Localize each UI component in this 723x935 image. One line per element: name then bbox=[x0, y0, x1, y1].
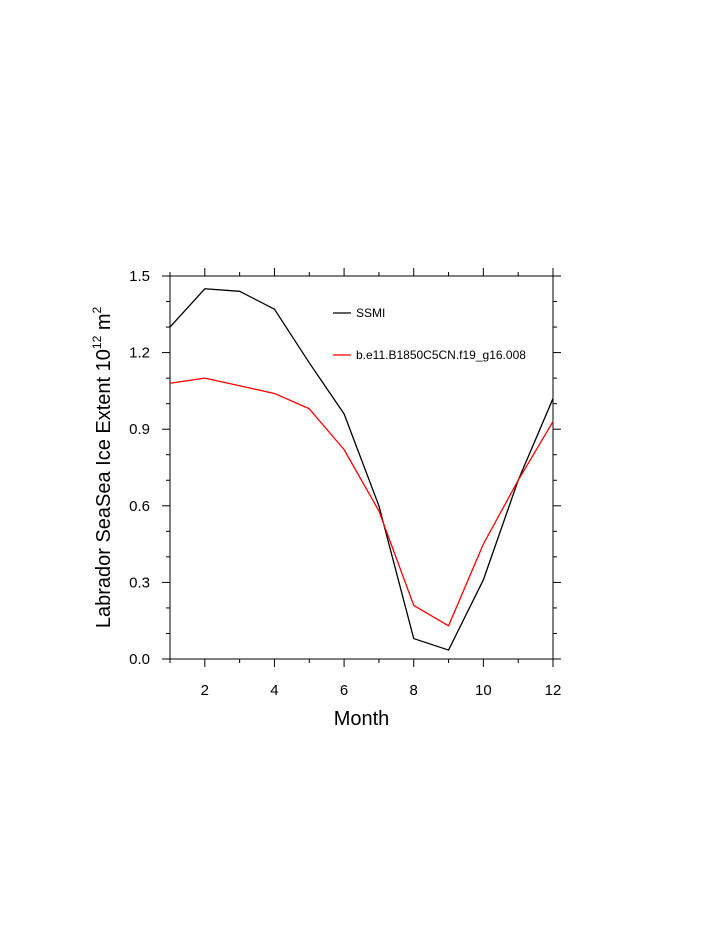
x-tick-label: 12 bbox=[545, 682, 562, 699]
y-tick-label: 1.2 bbox=[129, 345, 150, 362]
y-tick-label: 1.5 bbox=[129, 268, 150, 285]
x-tick-label: 8 bbox=[410, 682, 418, 699]
legend-label: SSMI bbox=[356, 306, 385, 320]
x-tick-labels: 2 4 6 8 10 12 bbox=[201, 682, 562, 699]
y-axis-title-unit: m bbox=[93, 314, 115, 336]
plot-frame bbox=[169, 275, 554, 660]
y-axis-title-exponent: 12 bbox=[90, 335, 104, 349]
series-lines bbox=[169, 288, 554, 651]
series-line bbox=[169, 288, 554, 651]
x-tick-label: 6 bbox=[340, 682, 348, 699]
legend-label: b.e11.B1850C5CN.f19_g16.008 bbox=[356, 348, 526, 362]
x-tick-label: 10 bbox=[475, 682, 492, 699]
x-tick-label: 2 bbox=[201, 682, 209, 699]
y-tick-label: 0.3 bbox=[129, 574, 150, 591]
y-tick-label: 0.9 bbox=[129, 421, 150, 438]
y-tick-labels: 0.0 0.3 0.6 0.9 1.2 1.5 bbox=[129, 268, 150, 668]
y-tick-label: 0.0 bbox=[129, 651, 150, 668]
axis-ticks bbox=[162, 268, 561, 667]
y-axis-title: Labrador SeaSea Ice Extent 1012 m2 bbox=[90, 307, 115, 629]
y-axis-title-main: Labrador SeaSea Ice Extent 10 bbox=[93, 349, 115, 628]
y-axis-title-unit-exponent: 2 bbox=[90, 307, 104, 314]
legend: SSMI b.e11.B1850C5CN.f19_g16.008 bbox=[333, 306, 526, 362]
series-line bbox=[169, 377, 554, 627]
x-tick-label: 4 bbox=[270, 682, 278, 699]
x-axis-title: Month bbox=[334, 708, 390, 730]
y-tick-label: 0.6 bbox=[129, 498, 150, 515]
